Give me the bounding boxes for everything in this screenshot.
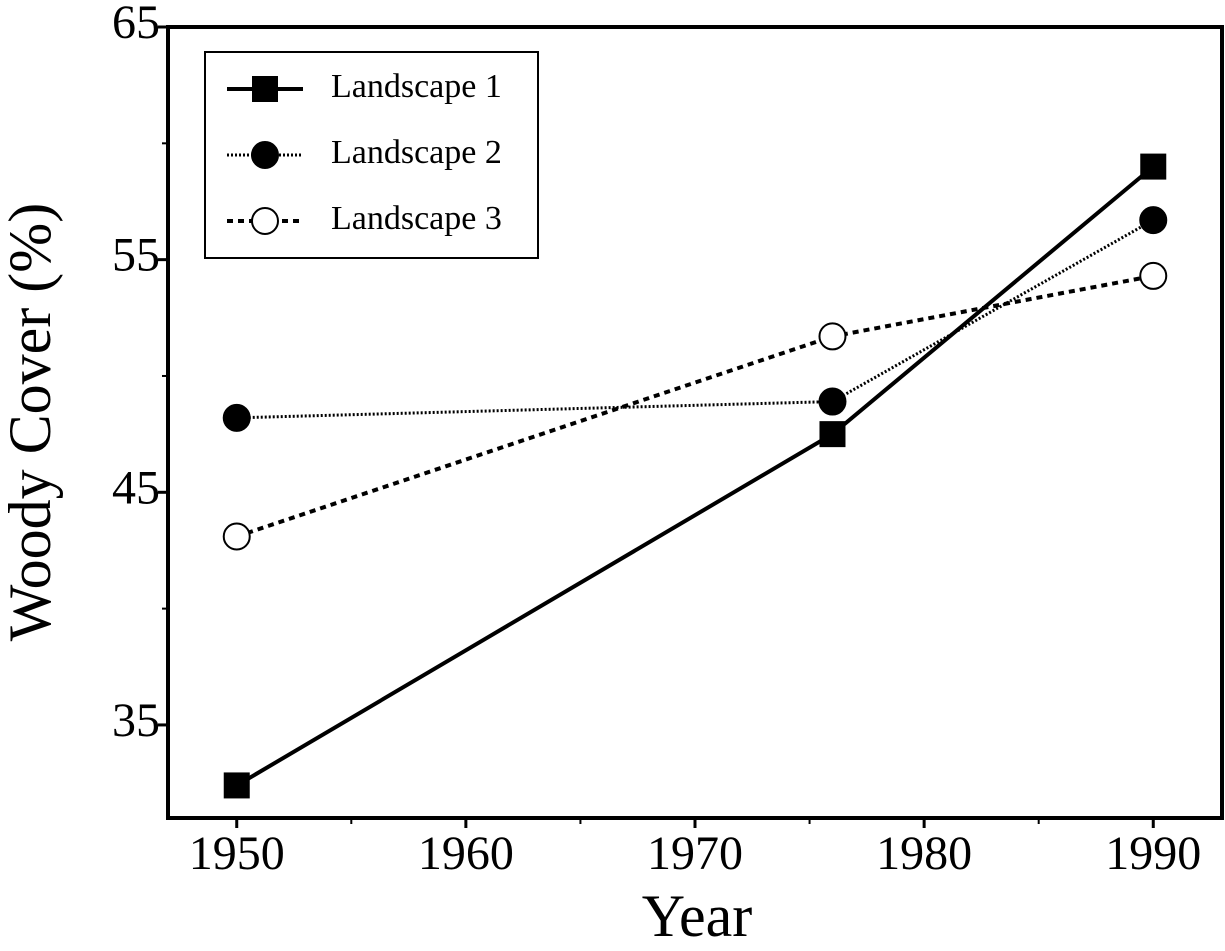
data-point <box>819 421 846 448</box>
x-tick-label: 1980 <box>876 827 972 880</box>
data-point <box>1139 206 1168 235</box>
data-point <box>818 322 847 351</box>
data-point <box>223 772 250 799</box>
data-point <box>1140 153 1167 180</box>
y-tick-label: 55 <box>112 229 160 282</box>
y-axis-title: Woody Cover (%) <box>0 203 63 641</box>
x-axis-title: Year <box>642 883 753 949</box>
y-tick-label: 35 <box>112 694 160 747</box>
data-point <box>222 522 251 551</box>
series-line <box>236 218 1154 420</box>
x-tick-label: 1990 <box>1105 827 1201 880</box>
legend-label: Landscape 3 <box>331 200 502 237</box>
data-point <box>1139 261 1168 290</box>
legend-marker <box>252 76 278 102</box>
series-line <box>235 165 1155 788</box>
legend-label: Landscape 2 <box>331 134 502 171</box>
legend-label: Landscape 1 <box>331 68 502 105</box>
x-tick-label: 1960 <box>418 827 514 880</box>
series-line <box>236 273 1154 539</box>
data-point <box>818 387 847 416</box>
plot-frame <box>166 25 1224 820</box>
y-tick-label: 45 <box>112 461 160 514</box>
x-tick-label: 1950 <box>189 827 285 880</box>
y-tick-label: 65 <box>112 0 160 49</box>
legend-marker <box>251 207 279 235</box>
legend-marker <box>251 141 279 169</box>
x-tick-label: 1970 <box>647 827 743 880</box>
data-point <box>222 403 251 432</box>
